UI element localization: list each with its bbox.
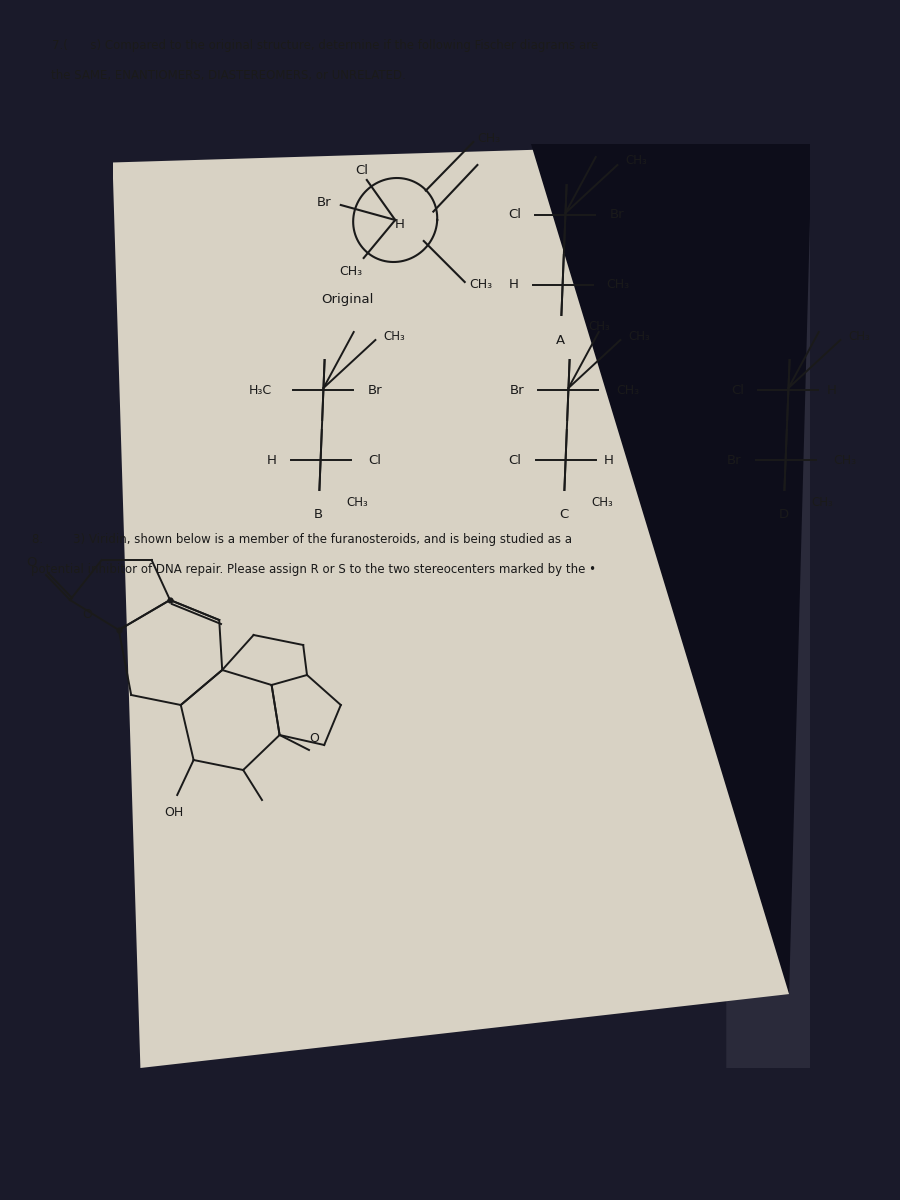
Text: CH₃: CH₃ [607,278,630,292]
Text: Br: Br [317,196,331,209]
Text: H: H [395,218,405,232]
Text: Br: Br [727,454,742,467]
Text: Br: Br [509,384,525,396]
Text: H: H [604,454,614,467]
Text: CH₃: CH₃ [849,330,870,342]
Text: Cl: Cl [732,384,744,396]
Text: Cl: Cl [508,454,522,467]
Text: Br: Br [609,209,624,222]
Text: Cl: Cl [508,209,521,222]
Text: potential inhibitor of DNA repair. Please assign R or S to the two stereocenters: potential inhibitor of DNA repair. Pleas… [32,564,596,576]
Text: O: O [26,556,37,569]
Text: D: D [778,509,788,522]
Text: CH₃: CH₃ [346,496,368,509]
Text: O: O [310,732,320,744]
Text: CH₃: CH₃ [339,265,363,278]
Text: H: H [826,384,836,396]
Text: 7.(      s) Compared to the original structure, determine if the following Fisch: 7.( s) Compared to the original structur… [52,38,598,52]
Text: H₃C: H₃C [248,384,272,396]
Text: C: C [559,509,568,522]
Text: CH₃: CH₃ [477,132,500,144]
Text: B: B [314,509,323,522]
Polygon shape [531,144,810,994]
Text: the SAME, ENANTIOMERS, DIASTEREOMERS, or UNRELATED.: the SAME, ENANTIOMERS, DIASTEREOMERS, or… [51,68,406,82]
Text: A: A [556,334,565,347]
Text: CH₃: CH₃ [626,154,647,167]
Text: Cl: Cl [356,163,369,176]
Text: 8.        3) Viridin, shown below is a member of the furanosteroids, and is bein: 8. 3) Viridin, shown below is a member o… [32,534,572,546]
Text: CH₃: CH₃ [628,330,651,342]
Text: CH₃: CH₃ [833,454,857,467]
Text: Cl: Cl [369,454,382,467]
Text: Original: Original [320,294,374,306]
Polygon shape [726,144,810,1068]
Text: CH₃: CH₃ [588,320,610,334]
Text: O: O [83,608,93,622]
Text: CH₃: CH₃ [469,278,492,292]
Text: CH₃: CH₃ [811,496,832,509]
Polygon shape [112,144,789,1068]
Text: Br: Br [367,384,382,396]
Text: CH₃: CH₃ [383,330,405,342]
Text: OH: OH [164,805,183,818]
Text: H: H [266,454,276,467]
Text: H: H [508,278,518,292]
Text: CH₃: CH₃ [591,496,613,509]
Text: CH₃: CH₃ [616,384,640,396]
